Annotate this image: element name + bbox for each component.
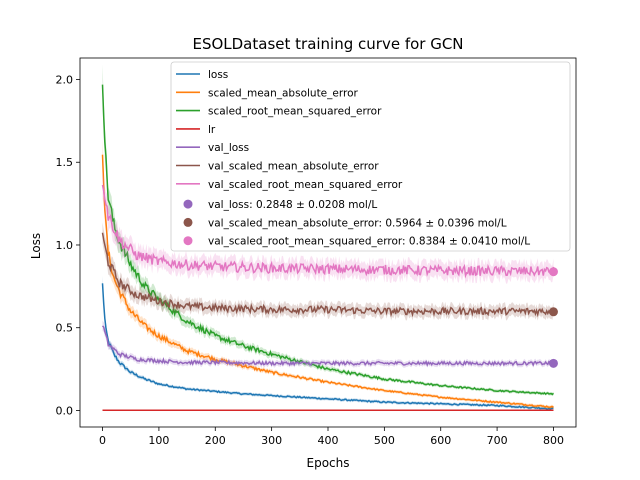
legend-marker-swatch	[183, 236, 193, 246]
series-line-val-loss	[101, 325, 554, 367]
legend-entry: scaled_root_mean_squared_error	[208, 106, 382, 118]
legend-entry: val_loss	[208, 142, 249, 154]
x-tick-label: 200	[205, 434, 226, 447]
axes: 0 100 200 300 400 500 600 700 800 0.0 0.5 1.0 1.5 2.0	[56, 57, 577, 447]
legend-marker-swatch	[183, 217, 193, 227]
x-tick-label: 0	[99, 434, 106, 447]
x-axis-label: Epochs	[307, 456, 350, 470]
legend-entry: val_scaled_root_mean_squared_error: 0.83…	[208, 236, 530, 248]
series-line-val-scaled-mean-absolute-error	[101, 232, 555, 318]
legend-entry: val_scaled_root_mean_squared_error	[208, 179, 403, 191]
final-marker-2	[548, 267, 558, 277]
legend-entry: val_scaled_mean_absolute_error	[208, 161, 379, 173]
x-tick-label: 800	[543, 434, 564, 447]
series-line-scaled-mean-absolute-error	[101, 154, 554, 409]
final-markers	[548, 267, 558, 368]
legend-marker-swatch	[183, 199, 193, 209]
y-tick-label: 0.0	[56, 404, 74, 417]
band-val-scaled-root-mean-squared-error	[102, 171, 554, 285]
y-tick-label: 0.5	[56, 322, 74, 335]
series-line-val-scaled-root-mean-squared-error	[101, 184, 555, 279]
series-group	[101, 64, 555, 412]
x-tick-label: 300	[261, 434, 282, 447]
chart-title: ESOLDataset training curve for GCN	[192, 35, 463, 53]
legend-entry: loss	[208, 69, 228, 81]
x-tick-label: 100	[148, 434, 169, 447]
legend: loss scaled_mean_absolute_error scaled_roo…	[170, 61, 571, 252]
series-line-scaled-root-mean-squared-error	[101, 84, 555, 396]
x-tick-label: 700	[487, 434, 508, 447]
final-marker-0	[548, 358, 558, 368]
legend-entry: val_loss: 0.2848 ± 0.0208 mol/L	[208, 199, 377, 211]
legend-box	[170, 61, 571, 252]
legend-entry: lr	[208, 124, 216, 136]
x-tick-label: 600	[430, 434, 451, 447]
plot-area	[101, 64, 555, 412]
legend-entry: val_scaled_mean_absolute_error: 0.5964 ±…	[208, 217, 507, 229]
x-tick-label: 400	[318, 434, 339, 447]
y-tick-label: 1.0	[56, 239, 74, 252]
y-axis-label: Loss	[29, 233, 43, 259]
series-line-loss	[101, 283, 554, 411]
x-tick-label: 500	[374, 434, 395, 447]
y-tick-label: 1.5	[56, 156, 74, 169]
final-marker-1	[548, 307, 558, 317]
legend-entry: scaled_mean_absolute_error	[208, 87, 358, 99]
y-tick-label: 2.0	[56, 74, 74, 87]
